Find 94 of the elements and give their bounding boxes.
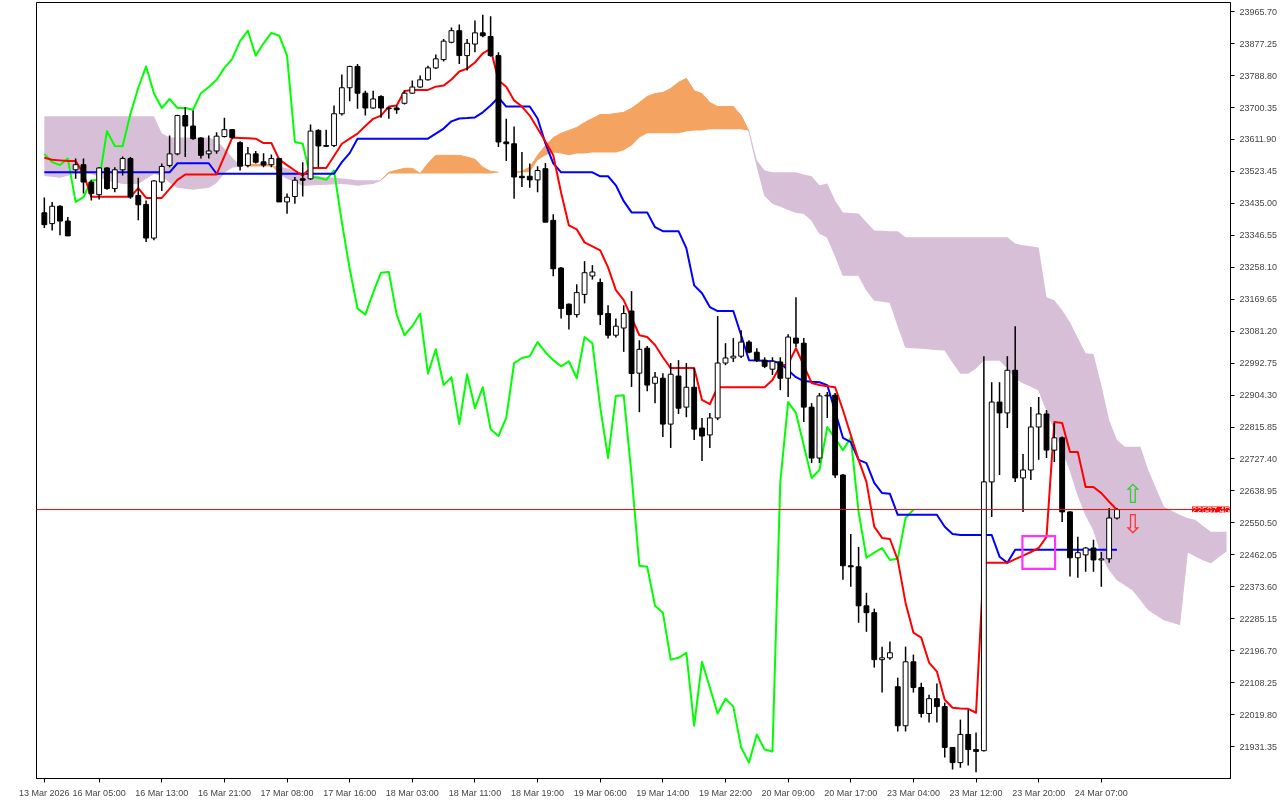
x-tick-label: 16 Mar 05:00 [72,787,126,798]
x-tick-label: 23 Mar 12:00 [949,787,1003,798]
y-tick-label: 22815.85 [1239,422,1278,433]
candlestick [612,317,619,339]
candlestick [973,731,979,774]
y-tick-label: 21931.35 [1239,741,1278,752]
candlestick [166,134,173,168]
candlestick [111,166,118,193]
candlestick [205,134,212,160]
candlestick [291,176,298,205]
y-tick-label: 22904.30 [1239,390,1278,401]
y-tick-label: 22019.80 [1239,709,1278,720]
candlestick [847,533,854,588]
x-tick-label: 13 Mar 2026 [19,787,70,798]
candlestick [730,337,737,363]
y-tick-label: 23788.80 [1239,70,1278,81]
x-tick-label: 16 Mar 21:00 [197,787,251,798]
candlestick [706,412,713,449]
candlestick [879,645,886,694]
candlestick [362,89,369,117]
candlestick [886,640,893,661]
candlestick [57,204,63,236]
y-tick-label: 23877.25 [1239,38,1278,49]
candlestick [323,128,330,148]
annotation: ⇩ [1121,508,1144,539]
candlestick [299,161,306,198]
y-tick-label: 22550.50 [1239,517,1278,528]
candlestick [64,216,71,237]
y-tick-label: 22196.70 [1239,645,1278,656]
x-tick-label: 19 Mar 14:00 [636,787,690,798]
y-tick-label: 23965.70 [1239,6,1278,17]
y-tick-label: 23523.45 [1239,166,1278,177]
x-tick-label: 17 Mar 16:00 [323,787,377,798]
candlestick [197,136,204,160]
candlestick [699,417,705,462]
candlestick [104,166,110,191]
y-tick-label: 23169.65 [1239,294,1278,305]
candlestick [237,140,243,172]
x-tick-label: 17 Mar 08:00 [260,787,314,798]
candlestick [605,304,611,340]
y-tick-label: 22638.95 [1239,485,1278,496]
y-tick-label: 22373.60 [1239,581,1278,592]
x-tick-label: 23 Mar 20:00 [1012,787,1066,798]
y-tick-label: 22992.75 [1239,358,1278,369]
y-tick-label: 22727.40 [1239,454,1278,464]
y-tick-label: 22108.25 [1239,677,1278,688]
candlestick [244,146,251,168]
candlestick [933,682,940,724]
x-tick-label: 18 Mar 03:00 [385,787,439,798]
candlestick [965,708,972,767]
candlestick [1020,453,1026,513]
candlestick [526,162,533,189]
candlestick [722,342,729,366]
annotation: ⇧ [1121,478,1144,509]
candlestick [190,109,197,141]
x-tick-label: 18 Mar 19:00 [511,787,565,798]
ref-line-label: 22587.45 [1191,504,1230,515]
x-tick-label: 23 Mar 04:00 [886,787,940,798]
candlestick [565,302,572,331]
candlestick [793,296,799,348]
candlestick [479,14,486,38]
candlestick [652,371,658,404]
candlestick [41,196,48,229]
y-tick-label: 23435.00 [1239,198,1278,209]
candlestick [385,106,392,120]
y-tick-label: 23258.10 [1239,262,1278,273]
x-tick-label: 18 Mar 11:00 [448,787,502,798]
candlestick [158,162,165,192]
x-tick-label: 20 Mar 09:00 [761,787,815,798]
x-tick-label: 24 Mar 07:00 [1074,787,1128,798]
candlestick [824,391,831,419]
y-tick-label: 22285.15 [1239,613,1278,624]
y-tick-label: 23346.55 [1239,230,1278,241]
candlestick [370,89,377,110]
candlestick [519,151,525,188]
y-tick-label: 23611.90 [1239,134,1277,145]
candlestick [738,329,745,359]
candlestick [926,693,932,724]
candlestick [472,19,478,54]
candlestick [503,118,510,162]
candlestick [464,38,471,72]
y-tick-label: 23700.35 [1239,102,1278,113]
y-tick-label: 23081.20 [1239,326,1278,337]
x-tick-label: 19 Mar 22:00 [698,787,753,798]
candlestick [378,94,384,119]
candlestick [88,179,95,202]
candlestick [284,192,290,215]
x-tick-label: 19 Mar 06:00 [573,787,627,798]
candlestick [1074,536,1081,579]
candlestick [49,201,56,232]
x-tick-label: 20 Mar 17:00 [824,787,878,798]
y-tick-label: 22462.05 [1239,549,1278,560]
x-tick-label: 16 Mar 13:00 [135,787,189,798]
line-series [43,29,915,764]
